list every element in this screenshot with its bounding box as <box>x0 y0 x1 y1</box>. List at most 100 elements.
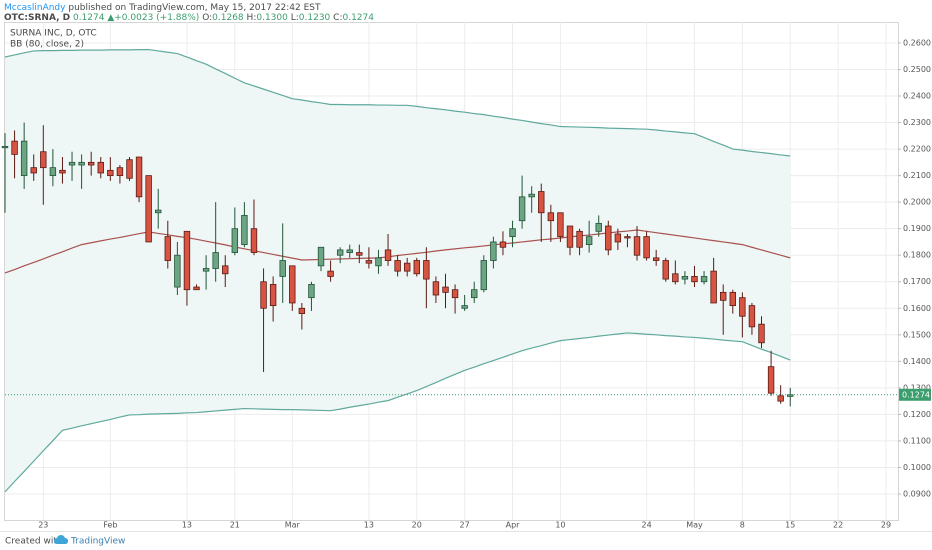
candle-body <box>68 161 76 166</box>
brand[interactable]: TradingView <box>70 537 125 547</box>
publish-line: MccaslinAndy published on TradingView.co… <box>4 3 321 13</box>
chart-title: SURNA INC, D, OTC <box>10 29 97 39</box>
candle-body <box>566 225 574 248</box>
candle-body <box>241 215 248 246</box>
candle-body <box>605 225 612 251</box>
plot: 0.0900 0.1000 0.1100 0.1200 0.1300 0.1400 0.15… <box>1 22 931 530</box>
candle-body <box>11 140 18 155</box>
candle-body <box>346 249 353 253</box>
x-tick-label: 10 <box>555 521 565 530</box>
candle-body <box>691 276 698 283</box>
x-tick-label: Feb <box>103 521 117 530</box>
o-value: 0.1268 <box>212 13 244 23</box>
plot-frame <box>4 22 899 521</box>
candle-body <box>193 286 200 291</box>
change: +0.0023 (+1.88%) <box>114 13 199 23</box>
candle-body <box>633 236 641 256</box>
candle-body <box>413 260 420 275</box>
candle-body <box>767 366 775 394</box>
candle-body <box>461 305 468 309</box>
candle-body <box>432 281 440 296</box>
candle-body <box>384 249 392 261</box>
y-tick-label: 0.2500 <box>903 65 931 74</box>
symbol: OTC:SRNA, D <box>4 13 70 23</box>
candle-body <box>557 212 564 238</box>
candle-body <box>748 305 756 328</box>
x-tick-label: May <box>686 521 703 530</box>
published: published on TradingView.com, May 15, 20… <box>68 3 321 13</box>
candle-body <box>403 262 411 272</box>
x-tick-label: 13 <box>364 521 374 530</box>
last: 0.1274 <box>73 13 105 23</box>
indicator-label: BB (80, close, 2) <box>10 40 84 50</box>
y-tick-label: 0.1200 <box>903 410 931 419</box>
candle-body <box>375 257 382 267</box>
candle-body <box>681 276 689 280</box>
h-label: H: <box>247 13 257 23</box>
x-tick-label: 21 <box>230 521 240 530</box>
candle-body <box>231 228 239 253</box>
candle-body <box>509 228 516 238</box>
candle-body <box>394 260 401 272</box>
h-value: 0.1300 <box>256 13 288 23</box>
arrow: ▲ <box>107 13 114 23</box>
candle-body <box>336 249 344 256</box>
candle-body <box>107 169 114 177</box>
candle-body <box>490 241 497 261</box>
y-tick-label: 0.1100 <box>903 436 931 445</box>
candle-body <box>624 236 631 239</box>
x-tick-label: 27 <box>460 521 470 530</box>
candle-body <box>710 270 717 304</box>
y-tick-label: 0.1000 <box>903 463 931 472</box>
candle-body <box>595 222 602 232</box>
candle-body <box>135 156 143 198</box>
candle-body <box>145 175 152 243</box>
author[interactable]: MccaslinAndy <box>4 3 66 13</box>
x-tick-label: 13 <box>182 521 192 530</box>
quote-line: OTC:SRNA, D 0.1274 ▲+0.0023 (+1.88%) O:0… <box>4 13 374 23</box>
candle-body <box>787 394 794 397</box>
candle-body <box>758 323 765 344</box>
y-tick-label: 0.1900 <box>903 224 931 233</box>
candle-body <box>672 273 679 283</box>
candle-body <box>451 289 459 299</box>
candle-body <box>1 146 9 149</box>
candle-body <box>212 252 219 269</box>
x-tick-label: 22 <box>833 521 843 530</box>
candle-body <box>97 161 104 174</box>
candle-body <box>442 286 449 293</box>
candle-body <box>49 167 57 177</box>
logo <box>54 535 68 544</box>
bb-band <box>4 332 791 493</box>
l-value: 0.1230 <box>299 13 331 23</box>
y-tick-label: 0.0900 <box>903 489 931 498</box>
candle-body <box>528 193 535 198</box>
candle-body <box>356 252 363 256</box>
x-tick-label: 23 <box>38 521 48 530</box>
y-tick-label: 0.1800 <box>903 251 931 260</box>
candle-body <box>78 161 85 166</box>
candle-body <box>499 241 507 248</box>
y-tick-label: 0.2000 <box>903 198 931 207</box>
candle-body <box>250 228 258 253</box>
x-tick-label: 20 <box>412 521 422 530</box>
c-label: C: <box>333 13 342 23</box>
candle-body <box>20 140 28 177</box>
candle-body <box>700 276 708 283</box>
candle-body <box>59 169 66 174</box>
candle-body <box>576 230 583 248</box>
candle-body <box>662 260 669 280</box>
y-tick-label: 0.2100 <box>903 171 931 180</box>
y-tick-label: 0.2600 <box>903 38 931 47</box>
candle-body <box>183 230 191 291</box>
candle-body <box>164 236 171 261</box>
candle-body <box>174 254 181 288</box>
y-tick-label: 0.2400 <box>903 92 931 101</box>
candle-body <box>777 395 784 402</box>
last-price-badge <box>899 388 931 401</box>
c-value: 0.1274 <box>342 13 374 23</box>
x-tick-label: Mar <box>285 521 301 530</box>
y-tick-label: 0.1700 <box>903 277 931 286</box>
candle-body <box>365 260 373 264</box>
